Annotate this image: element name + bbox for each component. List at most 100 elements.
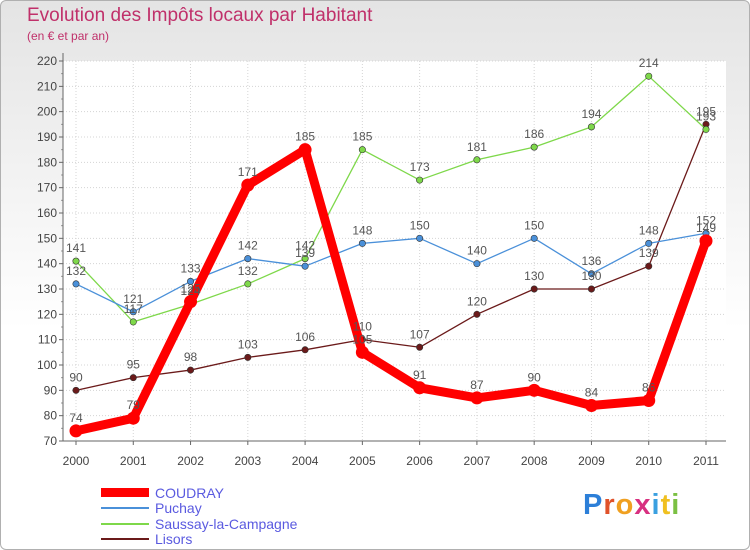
data-label: 150: [524, 218, 544, 232]
data-label: 90: [528, 370, 542, 384]
data-point: [473, 156, 481, 164]
legend-label: Lisors: [155, 531, 193, 548]
legend-swatch: [101, 507, 149, 510]
x-tick-label: 2010: [635, 454, 662, 468]
data-point: [129, 308, 137, 316]
data-label: 107: [410, 327, 430, 341]
data-point: [416, 176, 424, 184]
data-label: 87: [470, 378, 484, 392]
legend-label: Puchay: [155, 500, 202, 517]
data-point: [699, 234, 713, 248]
logo-letter: t: [660, 489, 672, 521]
legend-item: Saussay-la-Campagne: [101, 516, 297, 532]
data-label: 136: [581, 254, 601, 268]
data-label: 152: [696, 213, 716, 227]
data-label: 133: [181, 261, 201, 275]
data-label: 149: [696, 221, 716, 235]
x-tick-label: 2005: [349, 454, 376, 468]
data-point: [72, 257, 80, 265]
data-point: [473, 260, 481, 268]
y-tick-label: 150: [37, 231, 57, 245]
legend-swatch: [101, 488, 149, 498]
data-point: [470, 391, 484, 405]
data-label: 185: [295, 130, 315, 144]
data-point: [530, 285, 538, 293]
legend-swatch: [101, 538, 149, 541]
y-tick-label: 190: [37, 130, 57, 144]
data-point: [587, 123, 595, 131]
y-tick-label: 210: [37, 79, 57, 93]
data-label: 148: [352, 223, 372, 237]
legend-item: Lisors: [101, 531, 297, 548]
series-line: [75, 232, 707, 313]
data-point: [72, 280, 80, 288]
data-point: [645, 239, 653, 247]
data-label: 171: [238, 165, 258, 179]
data-label: 173: [410, 160, 430, 174]
data-point: [587, 270, 595, 278]
data-label: 110: [353, 320, 372, 334]
data-label: 120: [467, 294, 487, 308]
data-point: [187, 277, 195, 285]
data-point: [298, 143, 312, 157]
y-tick-label: 160: [37, 206, 57, 220]
data-point: [244, 280, 252, 288]
data-point: [416, 234, 424, 242]
y-tick-label: 180: [37, 155, 57, 169]
chart-title: Evolution des Impôts locaux par Habitant: [27, 5, 373, 26]
data-label: 150: [410, 218, 430, 232]
data-point: [530, 234, 538, 242]
data-point: [129, 318, 137, 326]
data-point: [413, 381, 427, 395]
data-point: [584, 399, 598, 413]
data-point: [244, 353, 252, 361]
data-label: 148: [639, 223, 659, 237]
data-label: 214: [639, 56, 659, 70]
data-point: [129, 374, 137, 382]
data-label: 130: [581, 269, 601, 283]
data-point: [355, 345, 369, 359]
data-point: [702, 125, 710, 133]
x-tick-label: 2001: [120, 454, 147, 468]
data-label: 193: [696, 109, 716, 123]
legend-swatch: [101, 522, 149, 525]
data-point: [587, 285, 595, 293]
data-label: 86: [642, 380, 656, 394]
x-tick-label: 2008: [521, 454, 548, 468]
data-point: [645, 72, 653, 80]
data-point: [187, 366, 195, 374]
data-point: [301, 346, 309, 354]
x-tick-label: 2007: [464, 454, 491, 468]
data-label: 106: [295, 330, 315, 344]
data-label: 132: [66, 264, 86, 278]
data-point: [358, 239, 366, 247]
data-label: 95: [127, 358, 141, 372]
x-tick-label: 2011: [693, 454, 719, 468]
data-point: [642, 393, 656, 407]
data-point: [244, 255, 252, 263]
proxiti-logo: Proxiti: [583, 489, 680, 522]
data-point: [126, 411, 140, 425]
data-label: 194: [581, 107, 601, 121]
series-line: [71, 145, 711, 436]
line-chart: 7080901001101201301401501601701801902002…: [37, 53, 726, 468]
series-line: [75, 123, 707, 391]
data-label: 90: [69, 370, 83, 384]
logo-letter: r: [603, 489, 616, 521]
data-label: 181: [467, 140, 487, 154]
legend-label: COUDRAY: [155, 484, 224, 501]
y-tick-label: 200: [37, 105, 57, 119]
logo-letter: o: [615, 489, 635, 521]
data-label: 140: [467, 244, 487, 258]
data-label: 139: [295, 246, 315, 260]
data-label: 117: [124, 302, 143, 316]
data-label: 103: [238, 337, 258, 351]
x-tick-label: 2009: [578, 454, 605, 468]
legend-item: Puchay: [101, 500, 297, 517]
data-point: [184, 295, 198, 309]
x-tick-label: 2003: [234, 454, 261, 468]
y-tick-label: 130: [37, 282, 57, 296]
data-label: 74: [69, 411, 83, 425]
y-tick-label: 80: [44, 409, 58, 423]
